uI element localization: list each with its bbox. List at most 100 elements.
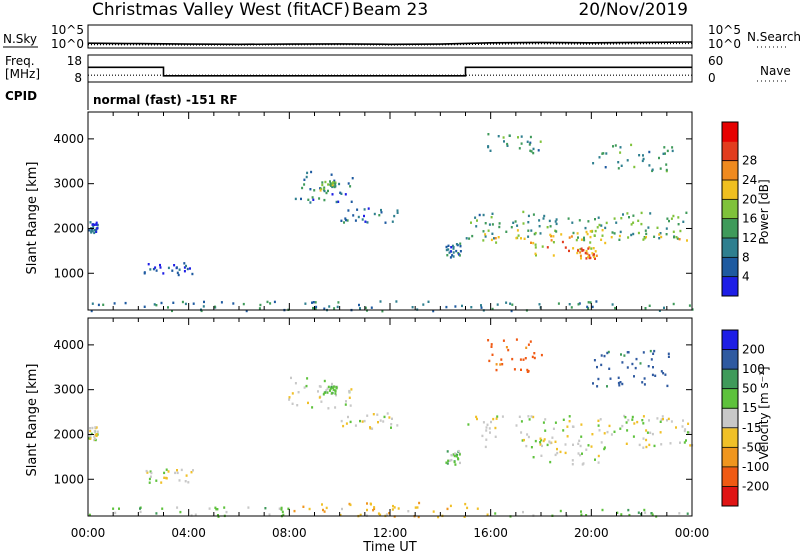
velocity-cell [600, 441, 603, 444]
velocity-cell [377, 512, 380, 515]
velocity-colorbar-tick-label: -50 [742, 440, 762, 454]
power-x-ticks [87, 112, 693, 310]
velocity-cell [95, 433, 98, 436]
power-cell [309, 188, 312, 191]
velocity-cell [323, 391, 326, 394]
velocity-cell [311, 406, 314, 409]
power-cell [672, 230, 675, 233]
power-cell [331, 182, 334, 185]
velocity-cell [347, 415, 349, 419]
velocity-cell [590, 445, 593, 448]
power-cell [488, 223, 491, 226]
power-cell [550, 239, 553, 242]
velocity-cell [366, 502, 368, 505]
velocity-colorbar-swatch [722, 388, 738, 409]
velocity-cell [566, 425, 569, 428]
velocity-cell [379, 513, 382, 516]
power-cell [586, 252, 589, 255]
power-cell [319, 187, 322, 190]
velocity-cell [390, 426, 392, 429]
power-y-ticks: 1000 2000 3000 4000 [53, 132, 692, 280]
velocity-cell [499, 363, 502, 366]
power-cell [568, 236, 571, 239]
velocity-colorbar-swatch [722, 349, 738, 370]
velocity-cell [215, 508, 218, 511]
velocity-colorbar-label: Velocity [m s⁻¹] [757, 366, 771, 459]
velocity-cell [572, 443, 574, 446]
power-cell [665, 168, 668, 172]
velocity-colorbar-frame [721, 329, 739, 507]
power-cell [632, 232, 635, 236]
velocity-cell [596, 385, 599, 388]
velocity-cell [533, 352, 536, 355]
velocity-cell [89, 427, 92, 430]
velocity-cell [208, 507, 211, 510]
velocity-cell [644, 511, 647, 514]
velocity-cell [194, 513, 197, 516]
velocity-cell [288, 396, 291, 399]
velocity-cell [607, 350, 610, 354]
velocity-cell [636, 420, 639, 424]
power-cell [494, 237, 497, 240]
power-cell [586, 232, 589, 236]
power-cell [671, 149, 674, 153]
velocity-cell [334, 389, 337, 393]
velocity-cell [526, 433, 529, 436]
power-colorbar-swatch [722, 238, 738, 258]
velocity-cell [363, 419, 366, 423]
power-cell [583, 236, 585, 239]
power-cell [88, 229, 90, 232]
power-cell [589, 230, 592, 233]
velocity-cell [335, 385, 338, 389]
nave-tick-top: 60 [708, 54, 723, 68]
power-cell [598, 156, 601, 159]
velocity-cell [628, 513, 631, 517]
velocity-colorbar-swatch [722, 330, 738, 351]
frequency-tick-bottom: 8 [74, 71, 82, 85]
power-cell [532, 241, 535, 245]
velocity-cell [455, 455, 458, 458]
velocity-cell [556, 451, 559, 455]
velocity-cell [445, 461, 448, 464]
power-cell [628, 216, 630, 219]
velocity-cell [393, 506, 396, 509]
power-cell [589, 301, 592, 304]
velocity-cell [582, 462, 585, 465]
power-cell [102, 303, 105, 306]
noise-left-label: N.Sky [3, 32, 37, 46]
power-colorbar-swatch [722, 122, 738, 142]
power-cell [378, 214, 381, 217]
power-cell [95, 230, 98, 233]
velocity-cell [88, 513, 91, 517]
frequency-unit: [MHz] [5, 67, 40, 81]
velocity-cell [318, 396, 321, 399]
velocity-cell [341, 507, 343, 511]
power-cell [688, 304, 691, 307]
velocity-cell [662, 372, 665, 375]
velocity-cell [488, 427, 491, 430]
velocity-cell [531, 355, 534, 359]
time-tick-label: 12:00 [373, 526, 408, 540]
power-cell [637, 231, 640, 235]
velocity-cell [91, 426, 94, 430]
power-cell [620, 164, 623, 167]
power-cell [509, 302, 512, 305]
velocity-cell [305, 384, 308, 388]
velocity-cell [396, 424, 399, 427]
velocity-cell [597, 424, 600, 427]
power-cell [632, 214, 635, 217]
velocity-cell [167, 470, 170, 473]
velocity-cell [625, 421, 628, 424]
power-cell [343, 221, 345, 224]
power-cell [539, 232, 542, 235]
power-cell [641, 159, 644, 163]
velocity-cell [349, 503, 352, 507]
velocity-cell [647, 365, 650, 368]
power-cell [482, 213, 485, 217]
power-cell [155, 269, 158, 272]
velocity-cell [339, 513, 342, 517]
velocity-cell [540, 353, 543, 357]
power-cell [637, 219, 640, 222]
power-cell [658, 156, 660, 160]
velocity-cell [501, 415, 504, 418]
